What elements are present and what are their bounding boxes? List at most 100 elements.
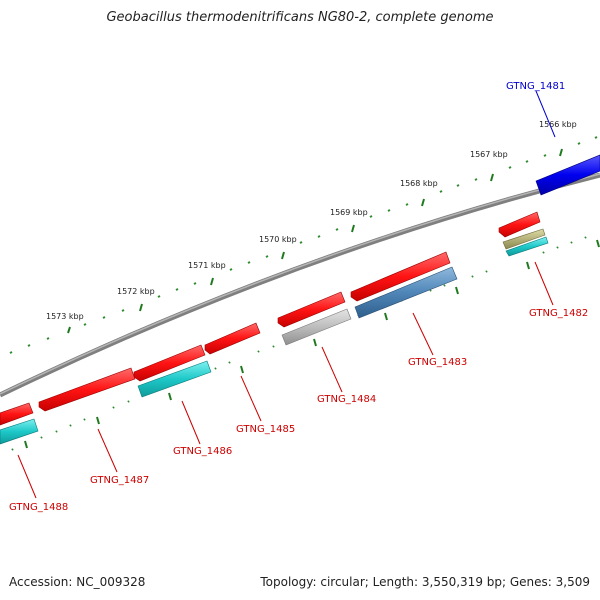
tick-major	[24, 440, 28, 449]
tick	[257, 350, 260, 353]
tick-major	[240, 365, 244, 374]
scale-label: 1573 kbp	[46, 312, 84, 321]
tick-major	[313, 338, 317, 347]
tick	[69, 424, 72, 427]
gene-arrow[interactable]	[204, 322, 261, 355]
tick-major	[351, 224, 355, 233]
leader-line-gtng-1483	[412, 312, 434, 356]
gene-gtng-1481[interactable]	[535, 154, 600, 196]
leader-line-gtng-1485	[240, 375, 262, 422]
tick-major	[67, 326, 71, 334]
gene-feature-grey[interactable]	[281, 308, 352, 346]
tick-major	[168, 392, 172, 401]
scale-labels: 1566 kbp 1567 kbp 1568 kbp 1569 kbp 1570…	[46, 120, 577, 321]
gene-feature-cyan[interactable]	[505, 236, 549, 257]
gene-gtng-1482[interactable]	[498, 211, 549, 257]
tick	[193, 282, 197, 285]
gene-arrow[interactable]	[38, 367, 136, 412]
gene-labels: GTNG_1481 GTNG_1482 GTNG_1483 GTNG_1484 …	[9, 81, 588, 513]
leader-line-gtng-1486	[181, 400, 201, 445]
scale-label: 1570 kbp	[259, 235, 297, 244]
genome-backbone-highlight	[0, 173, 600, 395]
outer-tick-track	[9, 136, 598, 354]
tick	[229, 268, 233, 271]
tick-major	[455, 286, 459, 295]
gene-arrow[interactable]	[498, 211, 541, 238]
gene-arrow[interactable]	[350, 251, 451, 302]
tick	[127, 400, 130, 403]
tick-major	[96, 416, 100, 425]
gene-label-gtng-1483[interactable]: GTNG_1483	[408, 357, 467, 368]
tick-major	[139, 303, 143, 312]
scale-label: 1568 kbp	[400, 179, 438, 188]
tick	[471, 275, 474, 278]
gene-gtng-1483[interactable]	[350, 251, 458, 319]
tick	[11, 448, 14, 451]
leader-line-gtng-1488	[17, 454, 37, 499]
gene-label-gtng-1482[interactable]: GTNG_1482	[529, 308, 588, 319]
tick	[55, 430, 58, 433]
accession-text: Accession: NC_009328	[9, 575, 146, 589]
gene-gtng-1488[interactable]	[0, 402, 39, 445]
tick	[83, 418, 86, 421]
tick-major	[526, 261, 530, 270]
gene-gtng-1486[interactable]	[133, 344, 212, 398]
gene-label-gtng-1485[interactable]: GTNG_1485	[236, 424, 295, 435]
gene-feature-cyan[interactable]	[0, 418, 39, 445]
tick	[46, 337, 50, 340]
tick-major	[281, 251, 285, 260]
scale-label: 1569 kbp	[330, 208, 368, 217]
gene-label-gtng-1487[interactable]: GTNG_1487	[90, 475, 149, 486]
tick	[543, 154, 547, 157]
tick	[542, 251, 545, 254]
leader-line-gtng-1481	[535, 90, 556, 138]
gene-gtng-1484[interactable]	[277, 291, 352, 346]
tick	[83, 323, 87, 326]
tick	[214, 367, 217, 370]
tick	[577, 142, 581, 145]
tick	[40, 436, 43, 439]
tick	[439, 190, 443, 193]
gene-feature-cyan[interactable]	[137, 360, 212, 398]
gene-feature-steel[interactable]	[354, 266, 458, 319]
tick	[175, 288, 179, 291]
tick	[474, 178, 478, 181]
tick	[272, 345, 275, 348]
scale-label: 1571 kbp	[188, 261, 226, 270]
tick	[9, 351, 13, 354]
gene-gtng-1485[interactable]	[204, 322, 261, 355]
tick	[405, 203, 409, 206]
tick	[299, 241, 303, 244]
tick	[112, 406, 115, 409]
tick	[121, 309, 125, 312]
gene-label-gtng-1488[interactable]: GTNG_1488	[9, 502, 68, 513]
leader-line-gtng-1487	[97, 428, 118, 473]
tick	[157, 295, 161, 298]
tick	[27, 344, 31, 347]
genome-backbone	[0, 172, 600, 398]
tick	[317, 235, 321, 238]
tick-major	[559, 148, 563, 157]
tick	[429, 289, 432, 292]
tick	[228, 361, 231, 364]
gene-arrow[interactable]	[535, 154, 600, 196]
tick	[508, 166, 512, 169]
gene-arrow[interactable]	[277, 291, 346, 328]
tick	[369, 215, 373, 218]
tick	[485, 270, 488, 273]
gene-arrow[interactable]	[0, 402, 34, 426]
gene-label-gtng-1481[interactable]: GTNG_1481	[506, 81, 565, 92]
tick	[265, 255, 269, 258]
gene-gtng-1487[interactable]	[38, 367, 136, 412]
tick	[102, 316, 106, 319]
tick	[570, 241, 573, 244]
gene-label-gtng-1484[interactable]: GTNG_1484	[317, 394, 376, 405]
gene-feature-olive[interactable]	[502, 228, 546, 250]
tick-major	[210, 277, 214, 286]
tick	[556, 246, 559, 249]
label-leaders	[17, 90, 556, 499]
tick	[456, 184, 460, 187]
gene-label-gtng-1486[interactable]: GTNG_1486	[173, 446, 232, 457]
